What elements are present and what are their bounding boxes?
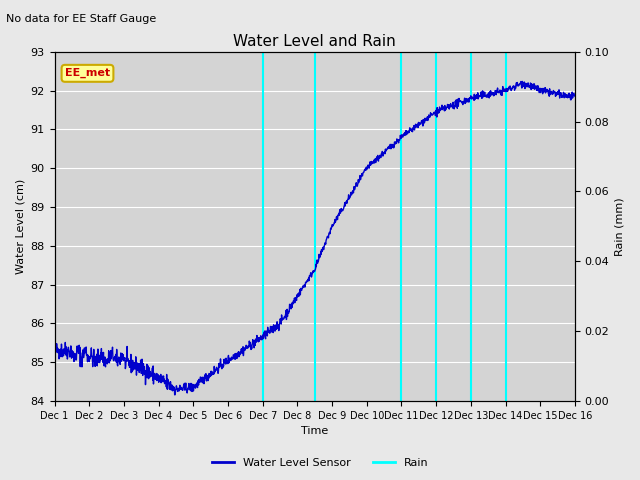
Text: EE_met: EE_met — [65, 68, 110, 78]
Y-axis label: Rain (mm): Rain (mm) — [615, 197, 625, 256]
Title: Water Level and Rain: Water Level and Rain — [234, 34, 396, 49]
Legend: Water Level Sensor, Rain: Water Level Sensor, Rain — [207, 453, 433, 472]
Text: No data for EE Staff Gauge: No data for EE Staff Gauge — [6, 14, 157, 24]
Y-axis label: Water Level (cm): Water Level (cm) — [15, 179, 25, 274]
X-axis label: Time: Time — [301, 426, 328, 436]
